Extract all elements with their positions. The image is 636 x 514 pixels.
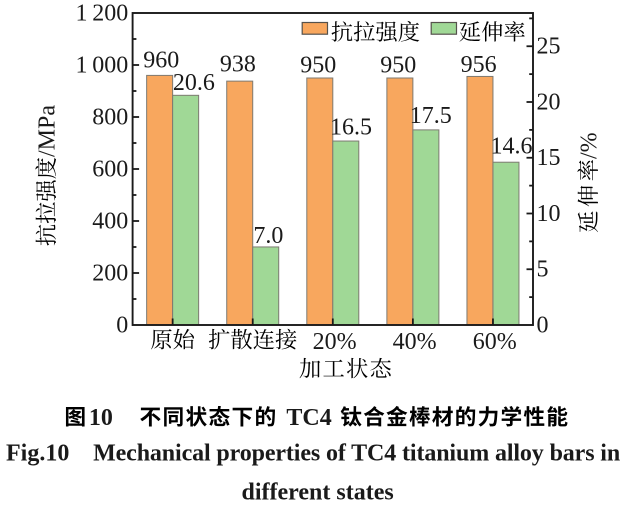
svg-text:200: 200	[92, 260, 128, 286]
svg-text:17.5: 17.5	[410, 103, 452, 129]
svg-text:16.5: 16.5	[330, 114, 372, 140]
svg-text:different states: different states	[242, 479, 394, 505]
svg-text:0: 0	[116, 312, 128, 338]
svg-text:TC4: TC4	[286, 405, 331, 431]
svg-text:938: 938	[220, 51, 256, 77]
svg-text:800: 800	[92, 104, 128, 130]
svg-text:960: 960	[143, 48, 179, 74]
svg-text:15: 15	[537, 145, 561, 171]
svg-text:1 200: 1 200	[75, 0, 128, 26]
svg-text:5: 5	[537, 257, 549, 283]
svg-text:10: 10	[89, 405, 113, 431]
svg-text:10: 10	[537, 201, 561, 227]
svg-text:20%: 20%	[313, 329, 357, 355]
svg-text:1 000: 1 000	[75, 52, 128, 78]
svg-text:25: 25	[537, 34, 561, 60]
svg-text:Fig.10: Fig.10	[6, 440, 69, 466]
svg-text:20: 20	[537, 89, 561, 115]
svg-text:7.0: 7.0	[253, 223, 283, 249]
svg-text:40%: 40%	[393, 329, 437, 355]
svg-text:Mechanical properties of TC4 t: Mechanical properties of TC4 titanium al…	[93, 440, 620, 466]
svg-text:600: 600	[92, 156, 128, 182]
svg-text:950: 950	[380, 52, 416, 78]
svg-text:956: 956	[461, 52, 497, 78]
svg-text:/MPa: /MPa	[34, 105, 60, 157]
svg-text:950: 950	[300, 52, 336, 78]
svg-text:20.6: 20.6	[173, 70, 215, 96]
svg-text:0: 0	[537, 312, 549, 338]
svg-text:400: 400	[92, 208, 128, 234]
svg-text:60%: 60%	[473, 329, 517, 355]
svg-text:14.6: 14.6	[491, 134, 533, 160]
svg-text:/%: /%	[576, 132, 602, 159]
